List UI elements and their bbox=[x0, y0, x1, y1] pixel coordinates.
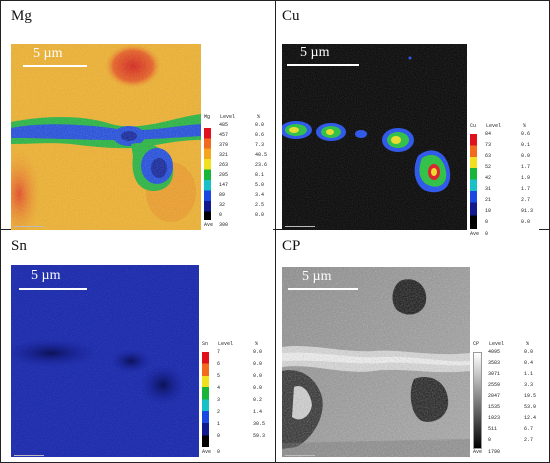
cu-legend-ave-label: Ave bbox=[470, 231, 480, 237]
cu-scale-marker bbox=[285, 226, 315, 227]
cu-legend-row: 10 91.3 bbox=[485, 208, 534, 214]
sn-legend-rows: 7 0.0 6 0.0 5 0.0 4 0.0 3 0.2 2 1.4 1 30.5 0 59.… bbox=[213, 350, 269, 450]
sn-legend-row: 1 30.5 bbox=[217, 421, 266, 427]
mg-legend-row: 32 2.5 bbox=[219, 202, 265, 208]
cp-legend-rows: 4095 0.0 3583 0.4 3071 1.1 2559 3.3 2047 19.5… bbox=[484, 350, 540, 450]
mg-legend-header: Mg Level % bbox=[204, 115, 271, 122]
mg-legend-row: 205 8.1 bbox=[219, 172, 265, 178]
sn-legend-row: 2 1.4 bbox=[217, 409, 263, 415]
cp-legend-row: 2047 19.5 bbox=[488, 393, 537, 399]
panel-label-sn: Sn bbox=[11, 238, 27, 254]
cp-legend-row: 1023 12.4 bbox=[488, 415, 537, 421]
mg-legend-ave-label: Ave bbox=[204, 222, 214, 228]
cu-legend-pct-header: % bbox=[523, 123, 527, 129]
cp-legend: CP Level % 4095 0.0 3583 0.4 3071 1.1 2559 3… bbox=[470, 340, 542, 457]
cp-legend-header: CP Level % bbox=[473, 342, 540, 349]
sn-legend-ave-label: Ave bbox=[202, 449, 212, 455]
sn-legend-row: 7 0.0 bbox=[217, 349, 263, 355]
cp-legend-row: 3583 0.4 bbox=[488, 360, 534, 366]
cu-legend-level-header: Level bbox=[486, 123, 502, 129]
cp-legend-row: 1535 53.9 bbox=[488, 404, 537, 410]
sn-legend-row: 0 59.3 bbox=[217, 433, 266, 439]
cu-map-image: 5 µm bbox=[282, 44, 467, 230]
cp-scale-bar bbox=[288, 288, 358, 290]
grid-line-left bbox=[0, 0, 1, 463]
cu-legend-row: 52 1.7 bbox=[485, 164, 531, 170]
sn-color-scale bbox=[202, 352, 209, 447]
sn-legend-level-header: Level bbox=[218, 341, 234, 347]
mg-legend-row: 263 23.6 bbox=[219, 162, 268, 168]
mg-legend-row: 457 0.6 bbox=[219, 132, 265, 138]
mg-legend-level-header: Level bbox=[220, 114, 236, 120]
mg-legend-row: 485 0.0 bbox=[219, 122, 265, 128]
mg-color-scale bbox=[204, 125, 211, 220]
cp-legend-row: 511 6.7 bbox=[488, 426, 534, 432]
mg-legend-row: 379 7.3 bbox=[219, 142, 265, 148]
cu-legend-ave-value: 0 bbox=[485, 231, 489, 237]
panel-label-cp: CP bbox=[282, 238, 301, 254]
sn-legend-row: 5 0.0 bbox=[217, 373, 263, 379]
cu-legend-row: 42 1.9 bbox=[485, 175, 531, 181]
mg-scale-bar bbox=[23, 65, 87, 67]
cp-legend-pct-header: % bbox=[526, 341, 530, 347]
sn-scale-bar bbox=[19, 288, 87, 290]
mg-scale-label: 5 µm bbox=[33, 46, 63, 61]
sn-legend-header: Sn Level % bbox=[202, 342, 269, 349]
sn-scale-label: 5 µm bbox=[31, 268, 61, 283]
cp-legend-element: CP bbox=[473, 341, 480, 347]
panel-label-cu: Cu bbox=[282, 8, 300, 24]
mg-scale-marker bbox=[14, 226, 44, 227]
mg-legend-rows: 485 0.0 457 0.6 379 7.3 321 40.5 263 23.6 205… bbox=[215, 123, 271, 223]
cp-scale-label: 5 µm bbox=[302, 269, 332, 284]
cu-legend-rows: 84 0.6 73 0.1 63 0.0 52 1.7 42 1.9 31 1.7 21 2.… bbox=[481, 132, 537, 232]
mg-legend-ave-value: 300 bbox=[219, 222, 229, 228]
cu-legend-row: 0 0.0 bbox=[485, 219, 531, 225]
mg-legend-row: 89 3.4 bbox=[219, 192, 265, 198]
cp-color-scale bbox=[473, 352, 482, 449]
cu-scale-bar bbox=[287, 64, 359, 66]
mg-legend: Mg Level % 485 0.0 457 0.6 379 7.3 321 40.5 … bbox=[201, 113, 273, 230]
sn-legend-row: 6 0.0 bbox=[217, 361, 263, 367]
cu-legend-row: 73 0.1 bbox=[485, 142, 531, 148]
cp-legend-row: 4095 0.0 bbox=[488, 349, 534, 355]
sn-legend-ave-value: 0 bbox=[217, 449, 221, 455]
sn-legend-pct-header: % bbox=[255, 341, 259, 347]
cu-legend-row: 31 1.7 bbox=[485, 186, 531, 192]
cu-legend-row: 63 0.0 bbox=[485, 153, 531, 159]
mg-map-image: 5 µm bbox=[11, 44, 201, 230]
cu-legend-element: Cu bbox=[470, 123, 477, 129]
sn-legend-row: 4 0.0 bbox=[217, 385, 263, 391]
cu-legend-row: 84 0.6 bbox=[485, 131, 531, 137]
mg-legend-row: 321 40.5 bbox=[219, 152, 268, 158]
mg-legend-pct-header: % bbox=[257, 114, 261, 120]
cp-scale-marker bbox=[285, 455, 315, 456]
mg-legend-row: 147 5.0 bbox=[219, 182, 265, 188]
sn-legend-row: 3 0.2 bbox=[217, 397, 263, 403]
cp-legend-row: 0 2.7 bbox=[488, 437, 534, 443]
mg-legend-row: 0 0.0 bbox=[219, 212, 265, 218]
cu-legend-row: 21 2.7 bbox=[485, 197, 531, 203]
mg-legend-element: Mg bbox=[204, 114, 211, 120]
grid-line-center bbox=[275, 0, 276, 463]
sn-legend-element: Sn bbox=[202, 341, 209, 347]
cp-legend-row: 2559 3.3 bbox=[488, 382, 534, 388]
cp-legend-ave-value: 1790 bbox=[488, 449, 501, 455]
cu-legend: Cu Level % 84 0.6 73 0.1 63 0.0 52 1.7 42 1.9… bbox=[467, 122, 539, 239]
sn-map-image: 5 µm bbox=[11, 265, 199, 457]
cp-map-image: 5 µm bbox=[282, 267, 470, 457]
cp-legend-row: 3071 1.1 bbox=[488, 371, 534, 377]
cp-legend-ave-label: Ave bbox=[473, 449, 483, 455]
panel-label-mg: Mg bbox=[11, 8, 32, 24]
cp-legend-level-header: Level bbox=[489, 341, 505, 347]
sn-scale-marker bbox=[14, 455, 44, 456]
sn-legend: Sn Level % 7 0.0 6 0.0 5 0.0 4 0.0 3 0.2 2 1.4… bbox=[199, 340, 271, 457]
cu-legend-header: Cu Level % bbox=[470, 124, 537, 131]
cu-scale-label: 5 µm bbox=[300, 45, 330, 60]
cu-color-scale bbox=[470, 134, 477, 229]
